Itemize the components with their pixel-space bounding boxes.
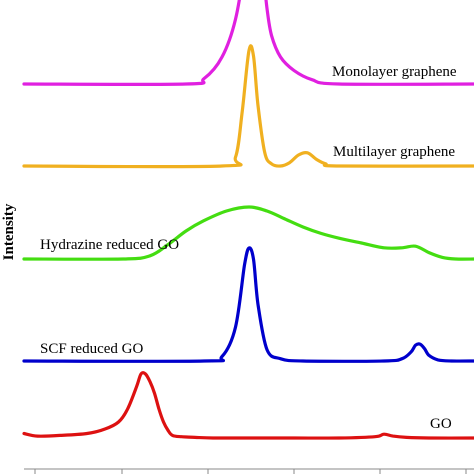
series-line-hydrazine	[22, 205, 474, 261]
series-line-scf	[22, 246, 474, 363]
series-lines	[22, 0, 474, 440]
series-label-hydrazine: Hydrazine reduced GO	[40, 237, 179, 253]
series-label-multilayer: Multilayer graphene	[333, 144, 455, 160]
series-label-go: GO	[430, 416, 452, 432]
y-axis-title: Intensity	[1, 203, 17, 260]
series-line-go	[22, 371, 474, 440]
series-line-monolayer	[22, 0, 474, 86]
series-labels: Monolayer graphene Multilayer graphene H…	[40, 64, 457, 432]
series-line-multilayer	[22, 44, 474, 169]
x-axis-ticks	[34, 469, 467, 474]
series-label-scf: SCF reduced GO	[40, 341, 143, 357]
series-label-monolayer: Monolayer graphene	[332, 64, 457, 80]
